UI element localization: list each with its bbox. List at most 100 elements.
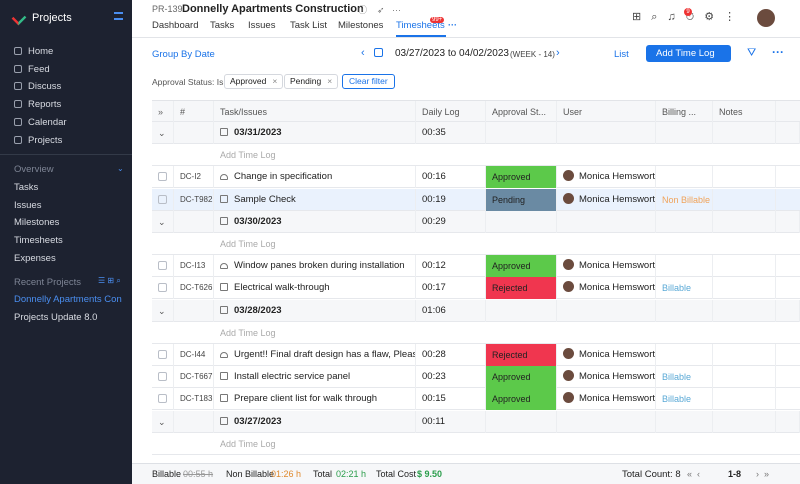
chip-remove[interactable]: ×: [327, 76, 333, 86]
add-time-log[interactable]: Add Time Log: [220, 438, 276, 449]
select-cell: [152, 166, 174, 189]
recent-project[interactable]: Projects Update 8.0: [14, 311, 98, 323]
checkbox[interactable]: [158, 172, 167, 182]
tab[interactable]: Tasks: [210, 20, 235, 31]
filter-chip[interactable]: Pending ×: [284, 74, 339, 89]
add-time-log-button[interactable]: Add Time Log: [646, 45, 731, 62]
user-name: Monica Hemsworth: [579, 393, 656, 405]
recent-project[interactable]: Donnelly Apartments Construction: [14, 294, 122, 305]
tab-underline: [396, 35, 446, 37]
tab[interactable]: Issues: [248, 20, 276, 31]
date-range: 03/27/2023 to 04/02/2023: [395, 48, 509, 59]
logo: [11, 10, 27, 26]
more-actions[interactable]: ···: [772, 45, 784, 59]
nav-item[interactable]: Projects: [14, 135, 62, 146]
group-date: 03/28/2023: [214, 299, 416, 322]
overview-item[interactable]: Timesheets: [14, 235, 63, 247]
chip-remove[interactable]: ×: [272, 76, 278, 86]
approval-status: Approved: [486, 255, 557, 278]
group-date: 03/27/2023: [214, 410, 416, 433]
avatar[interactable]: [757, 9, 775, 27]
billing-status: Billable: [662, 283, 692, 294]
blank-cell: [776, 210, 800, 233]
nav-item[interactable]: Home: [14, 46, 53, 57]
filter-chip[interactable]: Approved ×: [224, 74, 284, 89]
tab[interactable]: Dashboard: [152, 20, 199, 31]
entry-id: DC-I13: [174, 255, 214, 278]
select-cell: [152, 255, 174, 278]
task-icon: [220, 394, 228, 403]
calendar-icon[interactable]: [374, 48, 383, 57]
add-row: Add Time Log: [152, 433, 800, 455]
task-name[interactable]: Window panes broken during installation: [234, 260, 405, 272]
collapse-icon[interactable]: ⌄: [117, 164, 124, 173]
blank-cell: [557, 210, 656, 233]
user-avatar: [563, 259, 574, 271]
checkbox[interactable]: [158, 283, 167, 293]
task-name[interactable]: Install electric service panel: [234, 371, 351, 383]
header: PR-139 Donnelly Apartments Construction …: [132, 0, 800, 38]
filter-icon[interactable]: ⛛: [747, 47, 757, 59]
total-count: Total Count: 8: [622, 469, 681, 480]
header-actions[interactable]: ⓘ ➶ ···: [358, 5, 402, 15]
group-by[interactable]: Group By Date: [152, 49, 215, 60]
nav-icon: [14, 64, 22, 73]
recent-tools[interactable]: ☰ ⊞ ⌕: [98, 276, 121, 285]
blank-cell: [776, 122, 800, 144]
clear-filter[interactable]: Clear filter: [342, 74, 395, 89]
tab[interactable]: Task List: [290, 20, 327, 31]
task-name[interactable]: Urgent!! Final draft design has a flaw, …: [234, 349, 416, 360]
date: 03/30/2023: [234, 215, 282, 227]
billing-status: Billable: [662, 394, 692, 405]
overview-item[interactable]: Milestones: [14, 217, 60, 229]
checkbox[interactable]: [158, 194, 167, 204]
notes-cell: [713, 166, 776, 189]
tab[interactable]: Milestones: [338, 20, 384, 31]
menu-toggle[interactable]: [114, 12, 123, 20]
total: 02:21 h: [336, 469, 367, 479]
checkbox[interactable]: [158, 350, 167, 359]
blank-cell: [656, 299, 713, 322]
nav-item[interactable]: Calendar: [14, 117, 67, 128]
task-name[interactable]: Electrical walk-through: [234, 282, 330, 294]
actions-cell: [776, 255, 800, 277]
entry-id: DC-T982: [174, 188, 214, 211]
user-avatar: [563, 392, 574, 404]
overview-item[interactable]: Tasks: [14, 182, 39, 193]
checkbox[interactable]: [158, 394, 167, 404]
overview-item[interactable]: Issues: [14, 199, 42, 211]
checkbox[interactable]: [158, 261, 167, 271]
checkbox[interactable]: [158, 372, 167, 382]
add-time-log[interactable]: Add Time Log: [220, 327, 276, 338]
calendar-icon: [220, 128, 228, 136]
select-cell: [152, 344, 174, 366]
nav-item[interactable]: Discuss: [14, 81, 61, 92]
view-switch[interactable]: List: [614, 49, 629, 60]
prev-week[interactable]: ‹: [361, 47, 365, 59]
task-cell: Sample Check: [214, 188, 416, 211]
task-icon: [220, 194, 228, 203]
overview-item[interactable]: Expenses: [14, 252, 56, 264]
nav-item[interactable]: Reports: [14, 99, 61, 110]
add-time-log[interactable]: Add Time Log: [220, 239, 276, 249]
pager-prev[interactable]: « ‹: [687, 469, 701, 479]
actions-cell: [776, 166, 800, 188]
task-name[interactable]: Prepare client list for walk through: [234, 393, 378, 405]
add-time-log[interactable]: Add Time Log: [220, 150, 276, 161]
top-icons[interactable]: ⊞⌕♫⏱⚙⋮: [632, 11, 746, 23]
user-name: Monica Hemsworth: [579, 171, 656, 183]
task-name[interactable]: Sample Check: [234, 193, 296, 205]
pager-next[interactable]: › »: [756, 469, 770, 479]
task-name[interactable]: Change in specification: [234, 171, 333, 183]
entry-id: DC-T667: [174, 366, 214, 389]
nav-icon: [14, 47, 22, 55]
approval-status: Approved: [486, 166, 557, 189]
user-name: Monica Hemsworth: [579, 371, 656, 383]
more-tabs[interactable]: ···: [448, 20, 457, 30]
nav-item[interactable]: Feed: [14, 64, 50, 75]
tab[interactable]: Timesheets: [396, 20, 445, 31]
group-date: 03/30/2023: [214, 210, 416, 233]
group-toggle: ⌄: [152, 410, 174, 433]
next-week[interactable]: ›: [556, 47, 560, 59]
daily-log: 00:12: [416, 255, 486, 278]
